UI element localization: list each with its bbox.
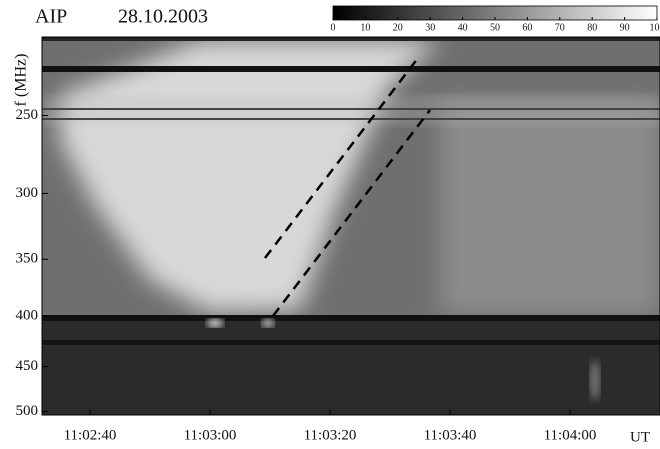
spectrogram [42, 37, 660, 415]
band [42, 108, 660, 110]
spot [262, 319, 274, 327]
y-tick-label: 500 [16, 403, 39, 419]
colorbar-tick-label: 30 [425, 22, 435, 33]
x-tick-label: 11:03:20 [304, 427, 357, 443]
y-tick-label: 400 [16, 308, 39, 324]
x-tick-label: 11:04:00 [544, 427, 597, 443]
chart-title: AIP [35, 6, 67, 28]
emission [440, 100, 660, 315]
y-tick-label: 250 [16, 107, 39, 123]
colorbar-tick-label: 80 [587, 22, 597, 33]
colorbar-tick-label: 100 [650, 22, 660, 33]
colorbar-tick-label: 70 [555, 22, 565, 33]
x-tick-label: 11:02:40 [64, 427, 117, 443]
band [42, 118, 660, 120]
x-tick-label: 11:03:00 [184, 427, 237, 443]
band [42, 315, 660, 321]
colorbar-tick-label: 20 [393, 22, 403, 33]
drift-line [272, 109, 431, 317]
x-axis-label: UT [630, 429, 650, 445]
band [42, 37, 660, 41]
drift-line [264, 57, 419, 259]
low-band [42, 318, 660, 415]
colorbar-tick-label: 50 [490, 22, 500, 33]
plot-frame [41, 36, 660, 416]
colorbar-tick-label: 0 [331, 22, 336, 33]
colorbar-tick-label: 60 [522, 22, 532, 33]
band [42, 340, 660, 345]
spot [590, 360, 600, 400]
colorbar-tick-label: 90 [620, 22, 630, 33]
band [42, 66, 660, 72]
y-axis-label: f (MHz) [13, 54, 30, 107]
x-tick-label: 11:03:40 [424, 427, 477, 443]
y-tick-label: 350 [16, 251, 39, 267]
colorbar-tick-label: 40 [458, 22, 468, 33]
spot [207, 319, 223, 327]
colorbar-tick-label: 10 [360, 22, 370, 33]
y-tick-label: 300 [16, 185, 39, 201]
date: 28.10.2003 [118, 6, 208, 28]
y-tick-label: 450 [16, 358, 39, 374]
